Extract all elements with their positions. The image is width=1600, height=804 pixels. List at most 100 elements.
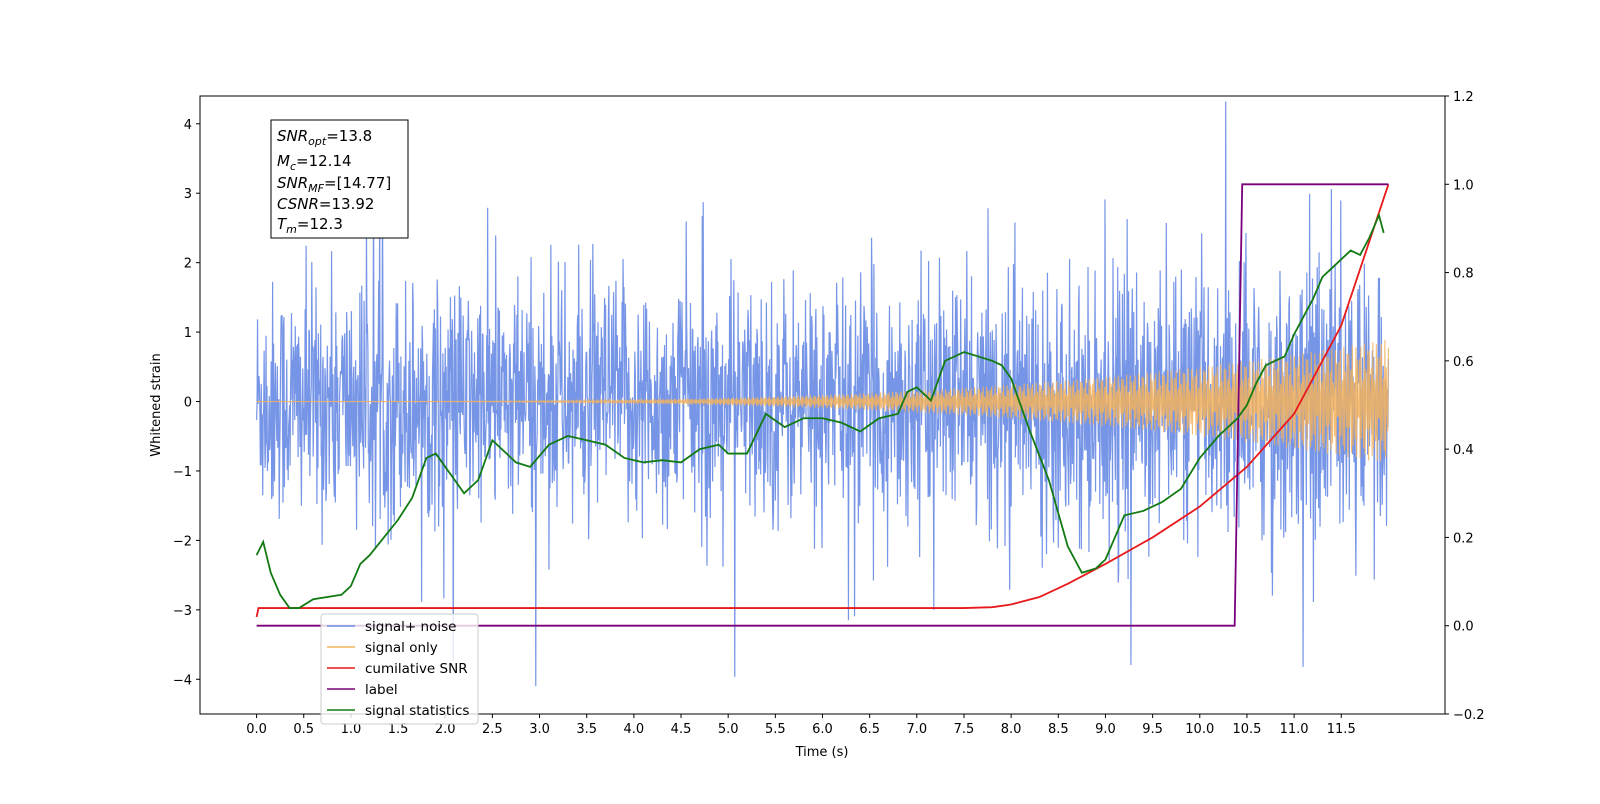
x-tick-label: 0.5 xyxy=(293,722,314,737)
svg-text:label: label xyxy=(365,682,398,698)
y-tick-right: 1.0 xyxy=(1445,178,1474,193)
y-tick-label: −2 xyxy=(173,534,192,549)
x-tick: 2.5 xyxy=(482,714,503,737)
x-tick-label: 11.0 xyxy=(1280,722,1309,737)
y-tick-right-label: 1.2 xyxy=(1453,90,1474,105)
y-tick: −4 xyxy=(173,673,200,688)
svg-text:cumilative SNR: cumilative SNR xyxy=(365,661,468,677)
y-axis-right: 1.2 1.0 0.8 0.6 0.4 0.2 0.0 −0.2 xyxy=(1445,90,1485,723)
annotation-box: SNRopt=13.8 Mc=12.14 SNRMF=[14.77] CSNR=… xyxy=(270,119,409,239)
y-tick-right: 1.2 xyxy=(1445,90,1474,105)
x-tick: 7.0 xyxy=(906,714,927,737)
x-tick-label: 7.0 xyxy=(906,722,927,737)
x-tick-label: 2.5 xyxy=(482,722,503,737)
series-signal-only xyxy=(256,339,1389,462)
x-tick: 9.5 xyxy=(1142,714,1163,737)
x-tick-label: 11.5 xyxy=(1327,722,1356,737)
y-tick-label: −4 xyxy=(173,673,192,688)
x-tick-label: 5.5 xyxy=(765,722,786,737)
y-tick: 4 xyxy=(184,118,200,133)
y-tick: 1 xyxy=(184,326,200,341)
series-cumulative-snr xyxy=(255,184,1390,618)
x-tick-label: 3.5 xyxy=(576,722,597,737)
series-label xyxy=(256,183,1389,627)
x-tick: 10.5 xyxy=(1232,714,1261,737)
x-tick: 8.5 xyxy=(1048,714,1069,737)
legend-entry-signal-noise: signal+ noise xyxy=(327,619,456,635)
y-tick-right-label: 1.0 xyxy=(1453,178,1474,193)
x-tick-label: 3.0 xyxy=(529,722,550,737)
legend-entry-signal-statistics: signal statistics xyxy=(327,703,469,719)
y-tick-right-label: 0.8 xyxy=(1453,267,1474,282)
x-tick-label: 1.5 xyxy=(388,722,409,737)
x-tick-label: 9.5 xyxy=(1142,722,1163,737)
svg-text:signal statistics: signal statistics xyxy=(365,703,469,719)
x-axis-label: Time (s) xyxy=(795,745,849,760)
x-tick-label: 10.5 xyxy=(1232,722,1261,737)
legend-entry-signal-only: signal only xyxy=(327,640,438,656)
x-tick: 8.0 xyxy=(1001,714,1022,737)
y-tick: 3 xyxy=(184,187,200,202)
y-tick-label: 1 xyxy=(184,326,192,341)
svg-text:signal+ noise: signal+ noise xyxy=(365,619,456,635)
y-tick: 0 xyxy=(184,396,200,411)
annotation-mc: Mc=12.14 xyxy=(277,152,352,173)
x-tick: 0.0 xyxy=(246,714,267,737)
x-tick: 4.0 xyxy=(624,714,645,737)
legend-entry-label: label xyxy=(327,682,398,698)
y-tick-right: 0.8 xyxy=(1445,267,1474,282)
x-tick: 0.5 xyxy=(293,714,314,737)
y-tick-right-label: −0.2 xyxy=(1453,708,1485,723)
x-tick-label: 8.5 xyxy=(1048,722,1069,737)
plot-area xyxy=(255,101,1390,687)
legend: signal+ noise signal only cumilative SNR… xyxy=(320,613,479,725)
x-tick-label: 7.5 xyxy=(954,722,975,737)
y-axis-label: Whitened strain xyxy=(149,353,164,456)
series-signal-statistics xyxy=(255,212,1385,609)
x-tick-label: 6.0 xyxy=(812,722,833,737)
y-tick: −1 xyxy=(173,465,200,480)
x-tick-label: 4.5 xyxy=(671,722,692,737)
y-tick-label: 2 xyxy=(184,257,192,272)
y-tick-right: −0.2 xyxy=(1445,708,1485,723)
y-tick-right: 0.6 xyxy=(1445,355,1474,370)
annotation-csnr: CSNR=13.92 xyxy=(277,195,374,213)
x-tick: 5.5 xyxy=(765,714,786,737)
y-tick-right-label: 0.6 xyxy=(1453,355,1474,370)
x-tick-label: 4.0 xyxy=(624,722,645,737)
y-tick-right-label: 0.0 xyxy=(1453,620,1474,635)
y-tick-label: 3 xyxy=(184,187,192,202)
x-tick-label: 0.0 xyxy=(246,722,267,737)
x-tick: 5.0 xyxy=(718,714,739,737)
legend-entry-cumulative-snr: cumilative SNR xyxy=(327,661,468,677)
y-axis-left: 4 3 2 1 0 −1 −2 −3 −4 xyxy=(173,118,200,688)
y-tick-label: −1 xyxy=(173,465,192,480)
y-tick-right-label: 0.4 xyxy=(1453,443,1474,458)
x-tick-label: 10.0 xyxy=(1185,722,1214,737)
x-tick-label: 1.0 xyxy=(341,722,362,737)
x-tick: 3.0 xyxy=(529,714,550,737)
svg-text:signal only: signal only xyxy=(365,640,438,656)
y-tick-label: −3 xyxy=(173,604,192,619)
y-tick-right: 0.0 xyxy=(1445,620,1474,635)
x-tick: 10.0 xyxy=(1185,714,1214,737)
x-tick-label: 6.5 xyxy=(859,722,880,737)
x-axis: 0.0 0.5 1.0 1.5 2.0 2.5 3.0 3.5 4.0 4.5 5.0 5.5 6.0 6… xyxy=(246,714,1356,737)
y-tick-right-label: 0.2 xyxy=(1453,531,1474,546)
annotation-snr-opt: SNRopt=13.8 xyxy=(277,127,372,148)
x-tick: 11.0 xyxy=(1280,714,1309,737)
x-tick: 9.0 xyxy=(1095,714,1116,737)
annotation-tm: Tm=12.3 xyxy=(277,215,343,236)
x-tick: 6.5 xyxy=(859,714,880,737)
x-tick-label: 5.0 xyxy=(718,722,739,737)
x-tick: 11.5 xyxy=(1327,714,1356,737)
x-tick-label: 8.0 xyxy=(1001,722,1022,737)
y-tick: −3 xyxy=(173,604,200,619)
x-tick-label: 2.0 xyxy=(435,722,456,737)
x-tick: 7.5 xyxy=(954,714,975,737)
y-tick: −2 xyxy=(173,534,200,549)
y-tick-label: 0 xyxy=(184,396,192,411)
y-tick: 2 xyxy=(184,257,200,272)
y-tick-right: 0.2 xyxy=(1445,531,1474,546)
